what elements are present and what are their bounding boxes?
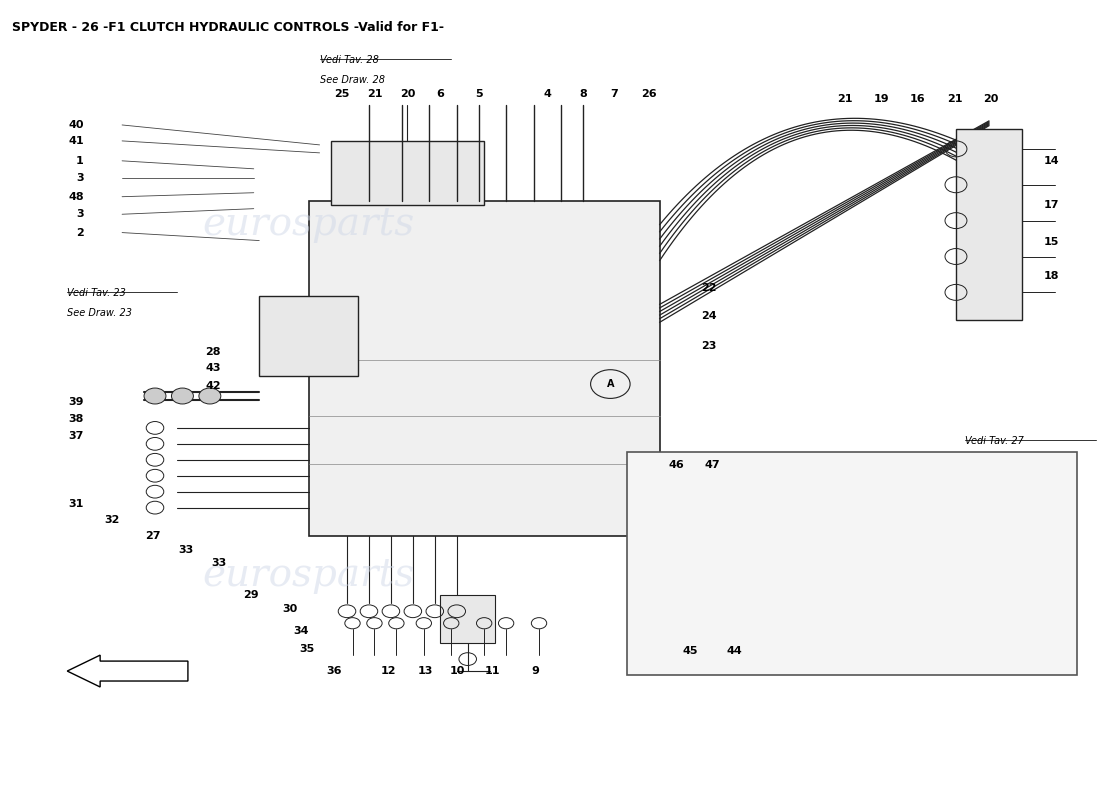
Text: 40: 40 bbox=[68, 120, 84, 130]
Text: 28: 28 bbox=[206, 347, 221, 357]
Text: Vedi Tav. 23: Vedi Tav. 23 bbox=[67, 288, 126, 298]
Text: 39: 39 bbox=[68, 397, 84, 406]
Text: 42: 42 bbox=[206, 381, 221, 390]
Text: 20: 20 bbox=[399, 89, 415, 98]
Text: Vedi Tav. 27: Vedi Tav. 27 bbox=[965, 436, 1024, 446]
Circle shape bbox=[172, 388, 194, 404]
Text: 27: 27 bbox=[145, 530, 161, 541]
Text: 20: 20 bbox=[983, 94, 999, 104]
Text: 46: 46 bbox=[669, 460, 684, 470]
Bar bbox=[627, 452, 1077, 675]
Text: See Draw. 23: See Draw. 23 bbox=[67, 308, 132, 318]
Text: eurosparts: eurosparts bbox=[202, 557, 415, 594]
Text: 22: 22 bbox=[702, 283, 717, 294]
Text: 47: 47 bbox=[705, 460, 720, 470]
Text: 32: 32 bbox=[104, 514, 120, 525]
Bar bbox=[331, 141, 484, 205]
Text: 30: 30 bbox=[283, 604, 298, 614]
Circle shape bbox=[199, 388, 221, 404]
Text: 45: 45 bbox=[683, 646, 698, 656]
Text: 21: 21 bbox=[366, 89, 382, 98]
Text: 25: 25 bbox=[333, 89, 349, 98]
Text: 2: 2 bbox=[76, 227, 84, 238]
Text: 31: 31 bbox=[68, 498, 84, 509]
Text: 26: 26 bbox=[641, 89, 657, 98]
Text: A: A bbox=[606, 379, 614, 389]
Text: 14: 14 bbox=[1044, 156, 1059, 166]
FancyArrow shape bbox=[67, 655, 188, 687]
Text: 48: 48 bbox=[68, 192, 84, 202]
Text: 13: 13 bbox=[417, 666, 432, 676]
Text: 44: 44 bbox=[726, 646, 742, 656]
Text: 3: 3 bbox=[76, 174, 84, 183]
Text: 19: 19 bbox=[873, 94, 889, 104]
Text: 24: 24 bbox=[702, 311, 717, 322]
Bar bbox=[676, 527, 774, 607]
Text: 41: 41 bbox=[68, 136, 84, 146]
Text: 38: 38 bbox=[68, 414, 84, 424]
Text: 36: 36 bbox=[326, 666, 341, 676]
Text: 6: 6 bbox=[437, 89, 444, 98]
Text: 9: 9 bbox=[531, 666, 539, 676]
Text: 8: 8 bbox=[579, 89, 586, 98]
Bar bbox=[440, 595, 495, 643]
Text: 12: 12 bbox=[381, 666, 396, 676]
Bar bbox=[956, 129, 1022, 320]
Text: 23: 23 bbox=[702, 341, 717, 350]
Text: 29: 29 bbox=[243, 590, 260, 600]
Text: Vedi Tav. 28: Vedi Tav. 28 bbox=[320, 55, 378, 65]
Text: eurosparts: eurosparts bbox=[202, 206, 415, 243]
Text: 37: 37 bbox=[68, 431, 84, 441]
Bar bbox=[309, 201, 660, 535]
Text: 34: 34 bbox=[293, 626, 309, 636]
Text: 21: 21 bbox=[947, 94, 962, 104]
Text: SPYDER - 26 -F1 CLUTCH HYDRAULIC CONTROLS -Valid for F1-: SPYDER - 26 -F1 CLUTCH HYDRAULIC CONTROL… bbox=[12, 22, 444, 34]
Text: See Draw. 28: See Draw. 28 bbox=[320, 74, 385, 85]
Text: 43: 43 bbox=[206, 363, 221, 373]
Text: 35: 35 bbox=[299, 644, 315, 654]
Text: 11: 11 bbox=[485, 666, 501, 676]
Text: 5: 5 bbox=[475, 89, 483, 98]
Bar bbox=[260, 296, 358, 376]
Bar bbox=[698, 539, 754, 587]
Text: 4: 4 bbox=[543, 89, 552, 98]
Text: 3: 3 bbox=[76, 210, 84, 219]
Text: 1: 1 bbox=[76, 156, 84, 166]
Text: 15: 15 bbox=[1044, 237, 1059, 247]
Text: 21: 21 bbox=[837, 94, 852, 104]
Text: 7: 7 bbox=[609, 89, 617, 98]
Text: 33: 33 bbox=[178, 545, 194, 555]
Circle shape bbox=[144, 388, 166, 404]
Text: 18: 18 bbox=[1044, 271, 1059, 282]
Text: 17: 17 bbox=[1044, 200, 1059, 210]
Text: 16: 16 bbox=[910, 94, 925, 104]
Text: 10: 10 bbox=[450, 666, 465, 676]
Text: 33: 33 bbox=[211, 558, 227, 569]
Text: See Draw. 27: See Draw. 27 bbox=[965, 456, 1030, 466]
